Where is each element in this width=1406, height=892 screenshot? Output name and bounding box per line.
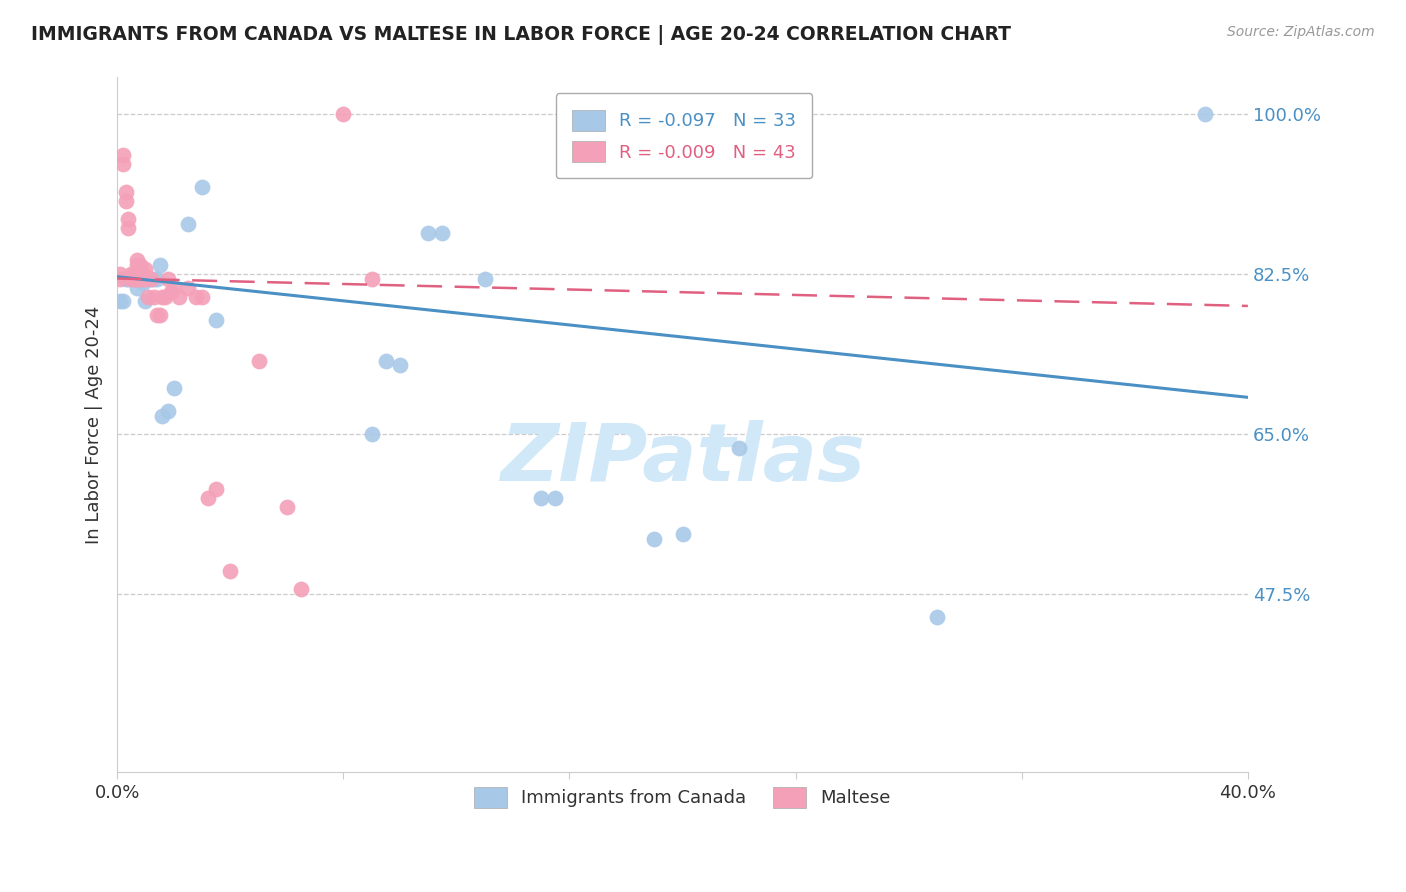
Point [139,271,162,285]
Point [125,280,148,294]
Point [108,271,131,285]
Point [177,217,200,231]
Point [360,426,382,441]
Point [114,185,136,199]
Point [139,271,162,285]
Point [191,290,214,304]
Point [157,271,180,285]
Point [131,267,153,281]
Point [219,564,242,578]
Point [432,226,454,240]
Point [117,271,139,285]
Point [120,271,142,285]
Point [728,441,751,455]
Point [114,194,136,208]
Point [332,107,354,121]
Point [197,491,219,505]
Point [142,290,165,304]
Point [131,271,153,285]
Point [149,308,172,322]
Point [157,404,180,418]
Point [142,271,165,285]
Point [122,267,145,281]
Point [111,294,134,309]
Point [136,290,159,304]
Text: IMMIGRANTS FROM CANADA VS MALTESE IN LABOR FORCE | AGE 20-24 CORRELATION CHART: IMMIGRANTS FROM CANADA VS MALTESE IN LAB… [31,25,1011,45]
Point [360,271,382,285]
Text: Source: ZipAtlas.com: Source: ZipAtlas.com [1227,25,1375,39]
Point [374,353,396,368]
Point [388,359,411,373]
Point [205,312,228,326]
Point [128,271,150,285]
Point [134,294,156,309]
Point [155,290,177,304]
Point [108,294,131,309]
Point [925,609,948,624]
Point [290,582,312,597]
Point [117,212,139,227]
Point [114,271,136,285]
Y-axis label: In Labor Force | Age 20-24: In Labor Force | Age 20-24 [86,306,103,544]
Point [131,276,153,290]
Point [191,180,214,194]
Point [134,262,156,277]
Point [111,157,134,171]
Point [128,271,150,285]
Point [117,221,139,235]
Point [152,290,174,304]
Point [145,271,167,285]
Point [145,308,167,322]
Point [120,267,142,281]
Legend: Immigrants from Canada, Maltese: Immigrants from Canada, Maltese [467,780,898,815]
Point [149,258,172,272]
Point [163,280,186,294]
Point [177,280,200,294]
Point [247,353,270,368]
Text: ZIPatlas: ZIPatlas [501,420,865,499]
Point [128,258,150,272]
Point [125,258,148,272]
Point [122,271,145,285]
Point [152,409,174,423]
Point [530,491,553,505]
Point [122,271,145,285]
Point [125,253,148,268]
Point [416,226,439,240]
Point [544,491,567,505]
Point [160,285,183,300]
Point [108,267,131,281]
Point [205,482,228,496]
Point [474,271,496,285]
Point [1194,107,1216,121]
Point [276,500,298,514]
Point [125,271,148,285]
Point [134,271,156,285]
Point [643,532,665,546]
Point [186,290,208,304]
Point [163,381,186,395]
Point [169,290,191,304]
Point [111,148,134,162]
Point [120,271,142,285]
Point [671,527,693,541]
